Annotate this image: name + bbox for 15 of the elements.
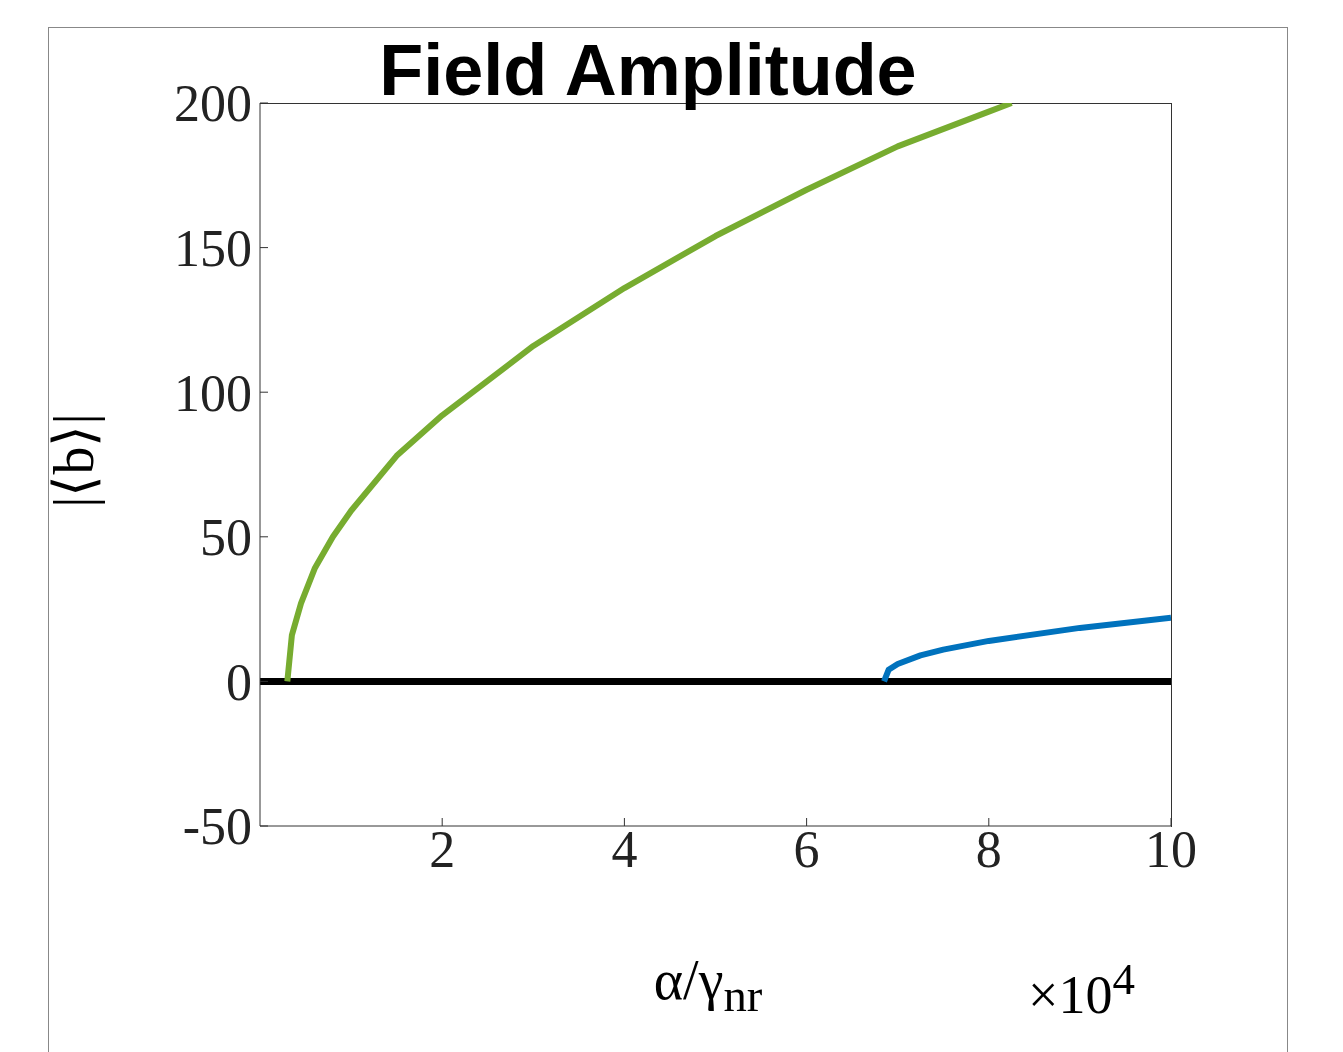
y-tick-label: 150 — [174, 220, 252, 278]
chart-title: Field Amplitude — [378, 30, 918, 110]
x-tick-label: 8 — [975, 820, 1002, 878]
x-tick-label: 6 — [793, 820, 820, 878]
x-tick-label: 2 — [429, 820, 456, 878]
y-axis-title: |⟨b⟩| — [41, 412, 106, 510]
y-tick-label: 100 — [174, 364, 252, 422]
text: ×10$^{4}$ — [1028, 953, 1135, 1026]
x-tick-label: 10 — [1145, 820, 1197, 878]
y-tick-label: 200 — [174, 75, 252, 133]
y-tick-label: -50 — [182, 798, 252, 856]
x-axis-title: α/γ$_{nr}$ — [652, 948, 764, 1023]
y-tick-label: 0 — [226, 653, 252, 711]
x-tick-label: 4 — [611, 820, 638, 878]
y-tick-label: 50 — [200, 509, 252, 567]
